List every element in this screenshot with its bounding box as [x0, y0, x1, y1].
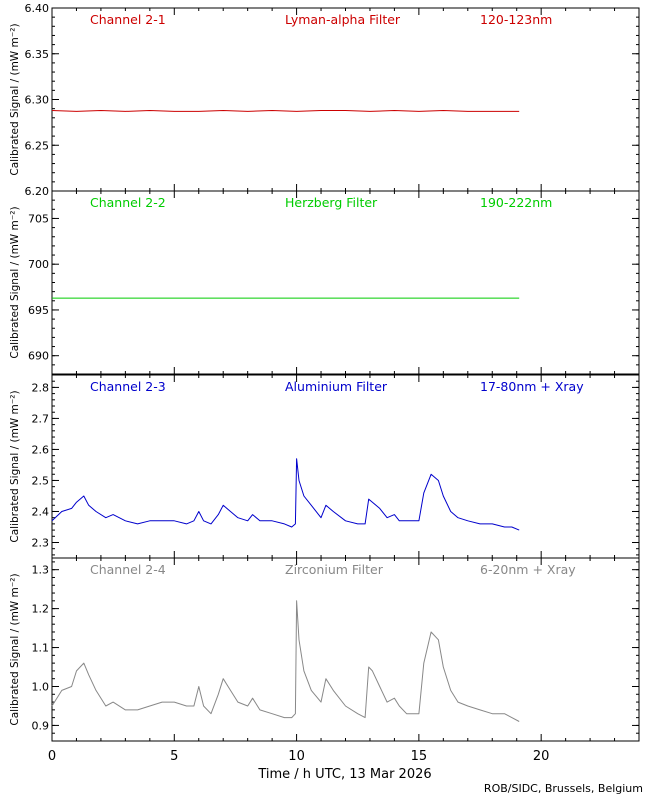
y-tick-label: 6.20 — [25, 185, 50, 198]
y-tick-label: 2.8 — [32, 381, 50, 394]
channel-label: Channel 2-2 — [90, 195, 166, 210]
x-tick-label: 0 — [48, 749, 56, 764]
x-tick-label: 15 — [411, 749, 428, 764]
filter-label: Herzberg Filter — [285, 195, 378, 210]
y-tick-label: 6.30 — [25, 94, 50, 107]
y-tick-label: 6.25 — [25, 139, 50, 152]
y-axis-label: Calibrated Signal / (mW m⁻²) — [9, 206, 21, 358]
y-tick-label: 2.5 — [32, 474, 50, 487]
y-tick-label: 1.2 — [32, 603, 50, 616]
panel-frame — [51, 374, 640, 559]
filter-label: Aluminium Filter — [285, 379, 388, 394]
band-label: 120-123nm — [480, 12, 552, 27]
x-tick-label: 20 — [533, 749, 550, 764]
y-tick-label: 2.3 — [32, 536, 50, 549]
panel-3: 2.3 2.4 2.5 2.6 2.7 2.8 Calibrated Signal / (m… — [9, 374, 640, 559]
x-tick-label: 5 — [170, 749, 178, 764]
y-tick-label: 705 — [28, 212, 49, 225]
panel-frame — [51, 557, 640, 742]
channel-label: Channel 2-4 — [90, 562, 166, 577]
series-line — [51, 600, 520, 722]
y-tick-label: 1.0 — [32, 680, 50, 693]
panel-frame — [51, 190, 640, 375]
series-line — [51, 110, 520, 112]
y-tick-label: 695 — [28, 304, 49, 317]
panel-4: 0.9 1.0 1.1 1.2 1.3 Calibrated Signal / (mW m… — [9, 557, 640, 742]
channel-label: Channel 2-1 — [90, 12, 166, 27]
y-tick-label: 700 — [28, 258, 49, 271]
y-axis-label: Calibrated Signal / (mW m⁻²) — [9, 573, 21, 725]
band-label: 6-20nm + Xray — [480, 562, 576, 577]
y-tick-label: 690 — [28, 350, 49, 363]
y-tick-label: 2.6 — [32, 443, 50, 456]
filter-label: Zirconium Filter — [285, 562, 384, 577]
panel-1: 6.20 6.25 6.30 6.35 6.40 Calibrated Signal / … — [9, 2, 640, 198]
channel-label: Channel 2-3 — [90, 379, 166, 394]
y-axis-label: Calibrated Signal / (mW m⁻²) — [9, 23, 21, 175]
x-tick-label: 10 — [288, 749, 305, 764]
y-tick-label: 1.3 — [32, 564, 50, 577]
y-tick-label: 0.9 — [32, 719, 50, 732]
x-axis-label: Time / h UTC, 13 Mar 2026 — [257, 767, 431, 782]
credit-text: ROB/SIDC, Brussels, Belgium — [484, 782, 643, 795]
y-tick-label: 2.7 — [32, 412, 50, 425]
y-tick-label: 6.40 — [25, 2, 50, 15]
panel-frame — [51, 7, 640, 192]
channel-panels: 6.20 6.25 6.30 6.35 6.40 Calibrated Signal / … — [9, 2, 640, 742]
band-label: 17-80nm + Xray — [480, 379, 584, 394]
band-label: 190-222nm — [480, 195, 552, 210]
filter-label: Lyman-alpha Filter — [285, 12, 401, 27]
y-tick-label: 2.4 — [32, 505, 50, 518]
y-tick-label: 1.1 — [32, 642, 50, 655]
y-axis-label: Calibrated Signal / (mW m⁻²) — [9, 390, 21, 542]
series-line — [51, 458, 520, 531]
panel-2: 690 695 700 705 Calibrated Signal / (mW m⁻²)… — [9, 190, 640, 375]
time-axis: 0 5 10 15 20 — [48, 749, 550, 764]
y-tick-label: 6.35 — [25, 48, 50, 61]
